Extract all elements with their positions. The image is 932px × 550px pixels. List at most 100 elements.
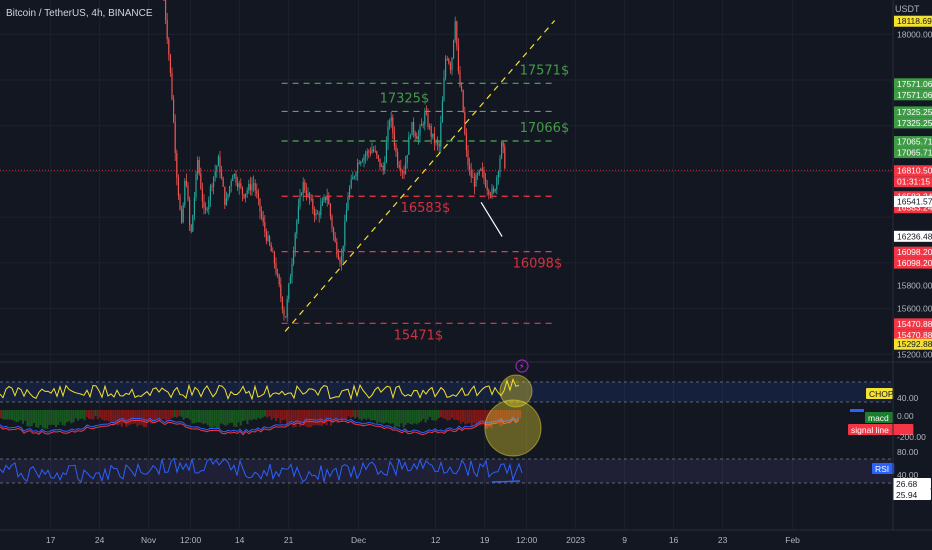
price-badge: 01:31:15 [897, 177, 930, 187]
price-badge-bg [894, 89, 932, 101]
price-badge: 15292.88 [897, 339, 932, 349]
candle-body [270, 244, 272, 252]
candle-body [321, 200, 323, 206]
macd-histogram-bar [244, 410, 247, 421]
macd-histogram-bar [63, 410, 66, 426]
macd-histogram-bar [514, 410, 517, 421]
macd-histogram-bar [39, 410, 42, 425]
candle-body [296, 220, 298, 234]
candle-body [173, 99, 175, 122]
candle-body [288, 283, 290, 300]
macd-histogram-bar [255, 410, 258, 420]
macd-histogram-bar [497, 410, 500, 423]
candle-body [361, 160, 363, 162]
candle-body [285, 316, 287, 318]
macd-histogram-bar [129, 410, 132, 425]
price-badge: 15470.88 [897, 319, 932, 329]
candle-body [494, 189, 496, 192]
level-label: 16583$ [401, 201, 451, 216]
candle-body [181, 209, 183, 223]
candle-body [451, 57, 453, 70]
macd-histogram-bar [396, 410, 398, 427]
macd-histogram-bar [59, 410, 62, 422]
macd-histogram-bar [37, 410, 40, 428]
macd-histogram-bar [506, 410, 508, 422]
level-label: 17571$ [520, 63, 570, 78]
macd-histogram-bar [198, 410, 200, 423]
candle-body [432, 133, 434, 137]
candle-body [339, 259, 341, 264]
chop-label-bg [866, 388, 894, 399]
macd-histogram-bar [387, 410, 390, 423]
macd-histogram-bar [457, 410, 460, 421]
macd-histogram-bar [400, 410, 403, 424]
candle-body [286, 299, 288, 318]
macd-histogram-bar [101, 410, 104, 420]
candle-body [384, 162, 386, 171]
macd-histogram-bar [173, 410, 176, 418]
macd-histogram-bar [334, 410, 337, 421]
candle-body [301, 193, 303, 196]
macd-histogram-bar [297, 410, 299, 424]
candle-body [401, 171, 403, 172]
candle-body [472, 177, 474, 178]
macd-tick: -200.00 [897, 432, 926, 442]
candle-body [176, 153, 178, 178]
candle-body [211, 186, 213, 188]
candle-body [297, 206, 299, 221]
macd-histogram-bar [55, 410, 57, 428]
candle-body [264, 222, 266, 232]
candle-body [376, 151, 378, 156]
macd-histogram-bar [411, 410, 414, 425]
white-line [480, 201, 503, 237]
candle-body [320, 205, 322, 216]
rsi-tick: 40.00 [897, 470, 919, 480]
macd-histogram-bar [279, 410, 282, 424]
rsi-label-bg [872, 463, 895, 474]
signal-label-bg [848, 424, 914, 435]
macd-histogram-bar [374, 410, 376, 421]
macd-histogram-bar [19, 410, 22, 421]
candle-body [291, 263, 293, 277]
macd-histogram-bar [90, 410, 93, 420]
price-scale[interactable]: 18000.00 15800.00 15600.00 15200.00 18118.69… [892, 0, 932, 530]
candle-body [246, 190, 248, 194]
macd-label-bg [865, 412, 893, 423]
price-badge-bg [894, 15, 932, 27]
bolt-glyph: ⚡ [519, 362, 525, 371]
candle-body [385, 142, 387, 163]
macd-histogram-bar [162, 410, 165, 420]
macd-label: macd [868, 413, 889, 423]
candle-body [235, 174, 237, 183]
macd-histogram-bar [453, 410, 456, 420]
macd-histogram-bar [125, 410, 128, 427]
macd-histogram-bar [132, 410, 134, 424]
macd-histogram-bar [314, 410, 317, 426]
macd-histogram-bar [409, 410, 412, 425]
macd-histogram-bar [72, 410, 75, 423]
macd-histogram-bar [486, 410, 489, 429]
candle-body [381, 165, 383, 167]
candle-body [206, 209, 208, 211]
candle-body [403, 171, 405, 174]
candle-body [345, 210, 347, 222]
macd-histogram-bar [184, 410, 187, 419]
candle-body [421, 124, 423, 127]
macd-histogram-bar [228, 410, 231, 423]
macd-histogram-bar [253, 410, 255, 420]
candle-body [395, 145, 397, 152]
candle-body [189, 199, 191, 225]
macd-histogram-bar [429, 410, 431, 417]
symbol-title[interactable]: Bitcoin / TetherUS, 4h, BINANCE [6, 8, 153, 19]
candle-body [331, 216, 333, 229]
candle-body [312, 199, 314, 210]
macd-histogram-bar [149, 410, 152, 424]
time-scale[interactable]: 17 24 Nov 12:00 14 21 Dec 12 19 12:00 2023 9 16 23 Feb [0, 529, 932, 545]
macd-histogram-bar [261, 410, 264, 418]
macd-histogram-bar [347, 410, 350, 417]
macd-histogram-bar [398, 410, 401, 428]
candle-body [333, 228, 335, 237]
candle-body [259, 198, 261, 212]
candle-body [489, 194, 491, 196]
